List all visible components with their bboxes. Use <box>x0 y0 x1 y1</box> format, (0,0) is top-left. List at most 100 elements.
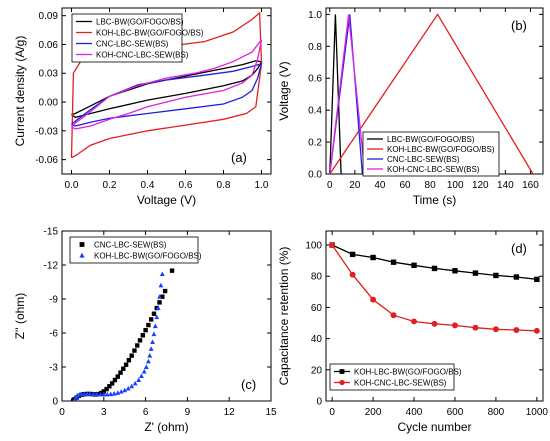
legend-entry-label: KOH-LBC-BW(GO/FOGO/BS) <box>387 145 495 154</box>
y-tick-label: -0.06 <box>35 155 58 166</box>
data-point <box>160 294 165 299</box>
y-axis-label: Z'' (ohm) <box>13 293 27 340</box>
legend-entry-label: LBC-BW(GO/FOGO/BS) <box>387 135 475 144</box>
data-point <box>126 358 132 363</box>
legend-box <box>329 363 455 391</box>
y-tick-label: -6 <box>49 329 58 340</box>
series-4 <box>71 39 263 130</box>
data-point <box>370 296 377 303</box>
data-point <box>111 390 117 396</box>
data-point <box>140 333 146 338</box>
data-point <box>147 353 153 358</box>
legend-swatch-marker <box>79 252 85 258</box>
data-point <box>154 305 159 311</box>
panel-label: (d) <box>511 241 527 256</box>
data-point <box>411 318 417 325</box>
x-tick-label: 60 <box>399 180 411 191</box>
data-point <box>107 384 112 389</box>
x-tick-label: 0.6 <box>179 180 193 191</box>
series-line <box>329 14 366 174</box>
data-point <box>349 271 356 278</box>
data-point <box>146 322 151 328</box>
x-tick-label: 0.4 <box>141 180 155 191</box>
plot-area <box>70 268 175 401</box>
y-axis-label: Capacitance retention (%) <box>277 247 291 386</box>
data-point <box>169 268 175 273</box>
data-point <box>101 391 107 397</box>
data-point <box>104 391 110 397</box>
series-line <box>331 244 537 280</box>
x-tick-label: 0 <box>59 407 65 418</box>
data-point <box>152 323 158 329</box>
y-tick-label: 0.8 <box>308 42 322 53</box>
data-point <box>157 300 162 305</box>
series-2 <box>329 242 540 334</box>
data-point <box>157 294 162 299</box>
data-point <box>109 381 115 386</box>
data-point <box>390 259 397 265</box>
y-tick-label: 0.2 <box>308 138 322 149</box>
data-point <box>90 391 96 396</box>
y-tick-label: -12 <box>44 261 59 272</box>
x-tick-label: 20 <box>349 180 361 191</box>
y-tick-label: 0.0 <box>308 170 322 181</box>
x-tick-label: 80 <box>425 180 437 191</box>
series-1 <box>71 60 263 119</box>
panel-c: 0 3 6 9 12 15 0 -3 -6 -9 -12 -15 Z' (ohm) Z'' (ohm) CN… <box>13 227 277 435</box>
x-axis-label: Time (s) <box>413 193 457 207</box>
y-tick-label: 40 <box>311 334 323 345</box>
legend-entry-label: KOH-LBC-BW(GO/FOGO/BS) <box>94 252 202 261</box>
x-tick-label: 200 <box>365 407 382 418</box>
legend-entry-label: CNC-LBC-SEW(BS) <box>387 155 460 164</box>
series-line <box>71 39 263 130</box>
y-tick-label: 0 <box>52 397 58 408</box>
x-tick-label: 0.0 <box>65 180 79 191</box>
data-point <box>431 320 438 327</box>
legend: LBC-BW(GO/FOGO/BS)KOH-LBC-BW(GO/FOGO/BS)… <box>362 131 500 177</box>
data-point <box>122 387 128 393</box>
data-point <box>329 242 336 249</box>
data-point <box>94 391 100 397</box>
data-point <box>411 262 417 269</box>
data-point <box>452 268 458 274</box>
data-point <box>139 373 144 379</box>
data-point <box>150 339 155 345</box>
legend: LBC-BW(GO/FOGO/BS)KOH-LBC-BW(GO/FOGO/BS)… <box>71 13 204 63</box>
data-point <box>370 254 376 261</box>
series-1 <box>329 242 540 283</box>
data-point <box>533 327 540 334</box>
x-tick-label: 0.2 <box>103 180 117 191</box>
data-point <box>390 312 397 319</box>
y-tick-label: -15 <box>44 227 59 238</box>
data-point <box>132 380 138 386</box>
x-tick-label: 0.8 <box>217 180 231 191</box>
plot-area <box>329 13 534 174</box>
x-tick-label: 12 <box>224 407 236 418</box>
y-tick-label: 100 <box>305 241 322 252</box>
y-tick-label: 0.00 <box>39 98 59 109</box>
data-point <box>492 326 499 333</box>
data-point <box>349 251 356 258</box>
data-point <box>159 271 165 277</box>
data-point <box>104 386 109 392</box>
data-point <box>513 274 520 280</box>
x-tick-label: 140 <box>497 180 514 191</box>
series-line <box>331 244 537 332</box>
data-point <box>136 377 142 383</box>
x-tick-label: 15 <box>265 407 277 418</box>
x-tick-label: 400 <box>406 407 423 418</box>
data-point <box>148 346 154 351</box>
data-point <box>151 331 157 337</box>
data-point <box>132 348 137 353</box>
data-point <box>96 392 101 397</box>
x-tick-label: 600 <box>447 407 464 418</box>
data-point <box>148 317 154 322</box>
x-tick-label: 6 <box>143 407 149 418</box>
x-axis-label: Z' (ohm) <box>144 420 188 434</box>
legend-entry-label: KOH-LBC-BW(GO/FOGO/BS) <box>354 368 462 377</box>
series-line <box>329 13 534 174</box>
x-tick-label: 120 <box>472 180 489 191</box>
legend-swatch-marker <box>339 369 345 374</box>
plot-frame <box>61 7 272 175</box>
data-point <box>143 327 148 333</box>
